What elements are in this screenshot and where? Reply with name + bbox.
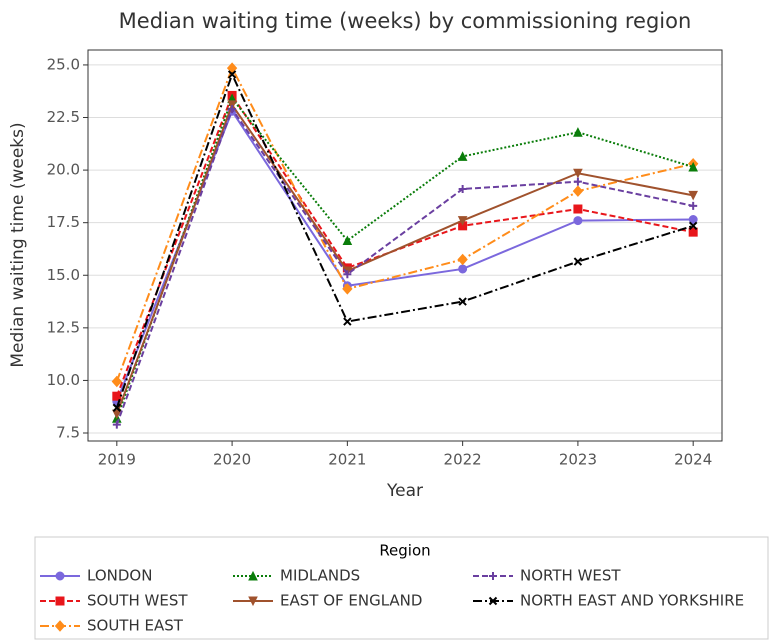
legend-label: SOUTH WEST — [87, 592, 188, 610]
x-axis-label: Year — [386, 481, 423, 501]
marker — [112, 391, 122, 401]
y-tick-label: 10.0 — [47, 371, 80, 389]
series-line — [115, 106, 694, 425]
series-line — [115, 102, 694, 415]
marker — [688, 221, 698, 231]
y-tick-label: 15.0 — [47, 266, 80, 284]
marker — [573, 204, 583, 214]
marker — [457, 151, 468, 161]
legend-label: EAST OF ENGLAND — [280, 592, 422, 610]
y-axis-label: Median waiting time (weeks) — [8, 122, 28, 367]
marker — [457, 253, 468, 266]
marker — [688, 227, 698, 237]
marker — [458, 297, 467, 306]
legend-label: SOUTH EAST — [87, 617, 184, 635]
legend-marker — [248, 596, 258, 607]
y-tick-label: 7.5 — [56, 424, 80, 442]
legend-title: Region — [379, 542, 430, 560]
x-tick-label: 2023 — [559, 451, 597, 469]
chart-title: Median waiting time (weeks) by commissio… — [119, 9, 692, 33]
y-tick-label: 17.5 — [47, 213, 80, 231]
marker — [112, 409, 122, 420]
marker — [458, 185, 467, 194]
y-tick-label: 25.0 — [47, 55, 80, 73]
legend-label: LONDON — [87, 567, 152, 585]
marker — [688, 215, 698, 225]
plot-frame — [87, 49, 723, 442]
legend-label: NORTH WEST — [520, 567, 621, 585]
marker — [458, 264, 468, 274]
x-tick-label: 2020 — [213, 451, 251, 469]
x-tick-label: 2022 — [444, 451, 482, 469]
marker — [573, 168, 583, 179]
marker — [688, 161, 698, 172]
marker — [572, 185, 584, 197]
x-tick-label: 2021 — [328, 451, 366, 469]
series-line — [115, 71, 694, 409]
marker — [228, 105, 237, 114]
legend-marker — [488, 596, 498, 606]
marker — [227, 70, 237, 79]
marker — [457, 216, 468, 226]
legend-label: MIDLANDS — [280, 567, 360, 585]
marker — [342, 283, 353, 295]
legend-marker — [55, 571, 65, 581]
y-tick-label: 22.5 — [47, 108, 80, 126]
y-tick-label: 12.5 — [47, 318, 80, 336]
legend-marker — [489, 572, 497, 580]
legend-marker — [54, 620, 66, 632]
legend-box — [34, 536, 769, 640]
x-tick-label: 2024 — [674, 451, 712, 469]
y-tick-label: 20.0 — [47, 161, 80, 179]
marker — [343, 270, 352, 279]
x-tick-label: 2019 — [98, 451, 136, 469]
legend-label: NORTH EAST AND YORKSHIRE — [520, 592, 744, 610]
marker — [573, 257, 583, 266]
marker — [112, 420, 121, 429]
marker — [343, 317, 352, 326]
marker — [573, 216, 583, 226]
marker — [227, 100, 237, 111]
legend-marker — [55, 596, 65, 606]
marker — [688, 190, 698, 201]
marker — [112, 403, 122, 412]
marker — [342, 235, 353, 246]
series-line — [115, 65, 694, 382]
legend-marker — [248, 570, 258, 581]
marker — [573, 177, 582, 186]
marker — [689, 201, 698, 210]
marker — [111, 375, 122, 388]
marker — [573, 127, 583, 137]
